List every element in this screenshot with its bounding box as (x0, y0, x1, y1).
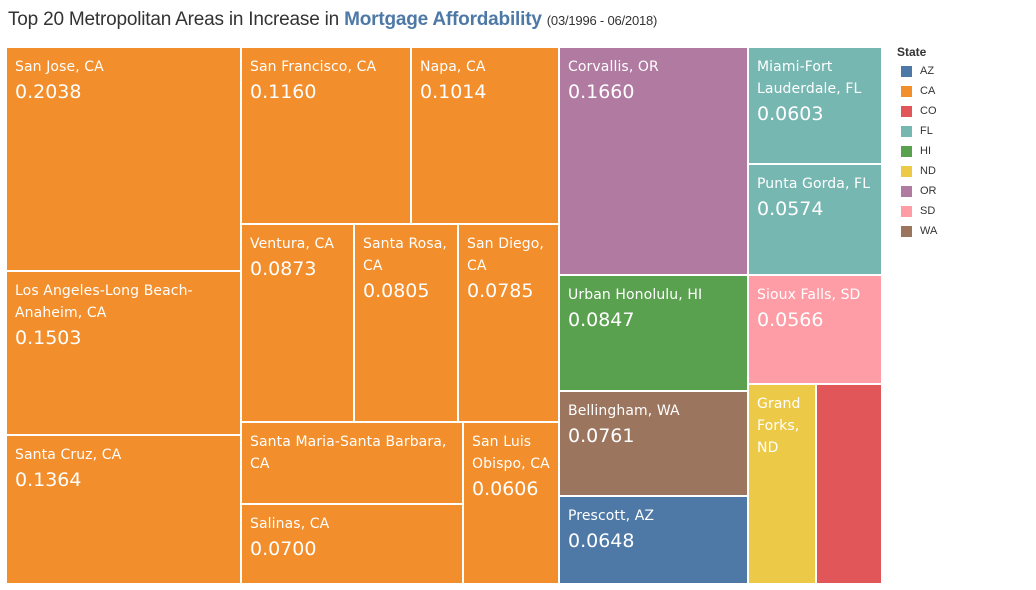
treemap-tile[interactable]: San Jose, CA 0.2038 (6, 47, 241, 271)
legend-item[interactable]: CA (897, 81, 937, 101)
tile-value: 0.1014 (420, 81, 487, 103)
tile-label: Napa, CA (420, 59, 486, 75)
treemap-tile[interactable]: Punta Gorda, FL 0.0574 (748, 164, 882, 275)
legend-item[interactable]: FL (897, 121, 937, 141)
legend-swatch (901, 225, 912, 237)
treemap-tile[interactable]: Bellingham, WA 0.0761 (559, 391, 748, 496)
treemap-tile[interactable]: Santa Rosa, CA 0.0805 (354, 224, 458, 422)
treemap-tile[interactable]: Los Angeles-Long Beach-Anaheim, CA 0.1503 (6, 271, 241, 435)
legend-label: ND (920, 165, 936, 177)
legend-item[interactable]: CO (897, 101, 937, 121)
legend-item[interactable]: OR (897, 181, 937, 201)
tile-label: San Diego, CA (467, 236, 544, 274)
tile-label: Los Angeles-Long Beach-Anaheim, CA (15, 283, 193, 321)
tile-value: 0.0603 (757, 103, 824, 125)
chart-title-range: (03/1996 - 06/2018) (546, 13, 658, 28)
tile-label: Santa Cruz, CA (15, 447, 122, 463)
chart-title-highlight: Mortgage Affordability (344, 9, 542, 30)
legend-item[interactable]: SD (897, 201, 937, 221)
legend-swatch (901, 65, 912, 77)
legend-item[interactable]: AZ (897, 61, 937, 81)
tile-value: 0.0873 (250, 258, 317, 280)
tile-value: 0.1660 (568, 81, 635, 103)
legend-label: CO (920, 105, 937, 117)
treemap-tile[interactable]: Sioux Falls, SD 0.0566 (748, 275, 882, 384)
legend-item[interactable]: WA (897, 221, 937, 241)
tile-label: Prescott, AZ (568, 508, 655, 524)
treemap-tile[interactable]: San Diego, CA 0.0785 (458, 224, 559, 422)
tile-value: 0.1160 (250, 81, 317, 103)
tile-value: 0.0785 (467, 280, 534, 302)
legend-item[interactable]: HI (897, 141, 937, 161)
treemap-tile[interactable]: San Francisco, CA 0.1160 (241, 47, 411, 224)
legend-swatch (901, 165, 912, 177)
legend-swatch (901, 145, 912, 157)
legend-swatch (901, 205, 912, 217)
legend-label: FL (920, 125, 933, 137)
treemap-tile[interactable]: Salinas, CA 0.0700 (241, 504, 463, 584)
legend-label: AZ (920, 65, 935, 77)
legend-item[interactable]: ND (897, 161, 937, 181)
legend-swatch (901, 185, 912, 197)
tile-value: 0.0648 (568, 530, 635, 552)
chart-title: Top 20 Metropolitan Areas in Increase in… (8, 9, 657, 31)
tile-label: San Luis Obispo, CA (472, 434, 550, 472)
legend-swatch (901, 125, 912, 137)
tile-label: Ventura, CA (250, 236, 335, 252)
legend-items: AZ CA CO FL HI ND OR SD WA (897, 61, 937, 241)
legend-swatch (901, 85, 912, 97)
legend: State AZ CA CO FL HI ND OR SD WA (897, 45, 937, 241)
tile-label: Grand Forks, ND (757, 396, 801, 456)
tile-label: San Francisco, CA (250, 59, 377, 75)
tile-value: 0.0700 (250, 538, 317, 560)
tile-label: Miami-Fort Lauderdale, FL (757, 59, 862, 97)
legend-swatch (901, 105, 912, 117)
tile-label: Santa Maria-Santa Barbara, CA (250, 434, 447, 472)
treemap-tile[interactable] (816, 384, 882, 584)
treemap-tile[interactable]: Miami-Fort Lauderdale, FL 0.0603 (748, 47, 882, 164)
tile-label: Punta Gorda, FL (757, 176, 871, 192)
tile-value: 0.0566 (757, 309, 824, 331)
legend-label: HI (920, 145, 931, 157)
tile-label: San Jose, CA (15, 59, 104, 75)
legend-title: State (897, 45, 927, 59)
tile-value: 0.1364 (15, 469, 82, 491)
treemap-tile[interactable]: San Luis Obispo, CA 0.0606 (463, 422, 559, 584)
treemap-tile[interactable]: Grand Forks, ND (748, 384, 816, 584)
treemap-tile[interactable]: Urban Honolulu, HI 0.0847 (559, 275, 748, 391)
tile-value: 0.0574 (757, 198, 824, 220)
tile-value: 0.0606 (472, 478, 539, 500)
tile-value: 0.0805 (363, 280, 430, 302)
treemap-tile[interactable]: Corvallis, OR 0.1660 (559, 47, 748, 275)
legend-label: SD (920, 205, 936, 217)
chart-title-prefix: Top 20 Metropolitan Areas in Increase in (8, 9, 345, 30)
legend-label: WA (920, 225, 938, 237)
tile-label: Urban Honolulu, HI (568, 287, 703, 303)
tile-label: Bellingham, WA (568, 403, 680, 419)
tile-value: 0.0761 (568, 425, 635, 447)
tile-value: 0.0847 (568, 309, 635, 331)
tile-value: 0.2038 (15, 81, 82, 103)
tile-label: Santa Rosa, CA (363, 236, 447, 274)
legend-label: OR (920, 185, 937, 197)
treemap-tile[interactable]: Ventura, CA 0.0873 (241, 224, 354, 422)
tile-label: Salinas, CA (250, 516, 330, 532)
treemap-tile[interactable]: Napa, CA 0.1014 (411, 47, 559, 224)
legend-label: CA (920, 85, 936, 97)
treemap-tile[interactable]: Prescott, AZ 0.0648 (559, 496, 748, 584)
tile-value: 0.1503 (15, 327, 82, 349)
treemap-tile[interactable]: Santa Cruz, CA 0.1364 (6, 435, 241, 584)
tile-label: Corvallis, OR (568, 59, 659, 75)
tile-label: Sioux Falls, SD (757, 287, 861, 303)
treemap-tile[interactable]: Santa Maria-Santa Barbara, CA (241, 422, 463, 504)
